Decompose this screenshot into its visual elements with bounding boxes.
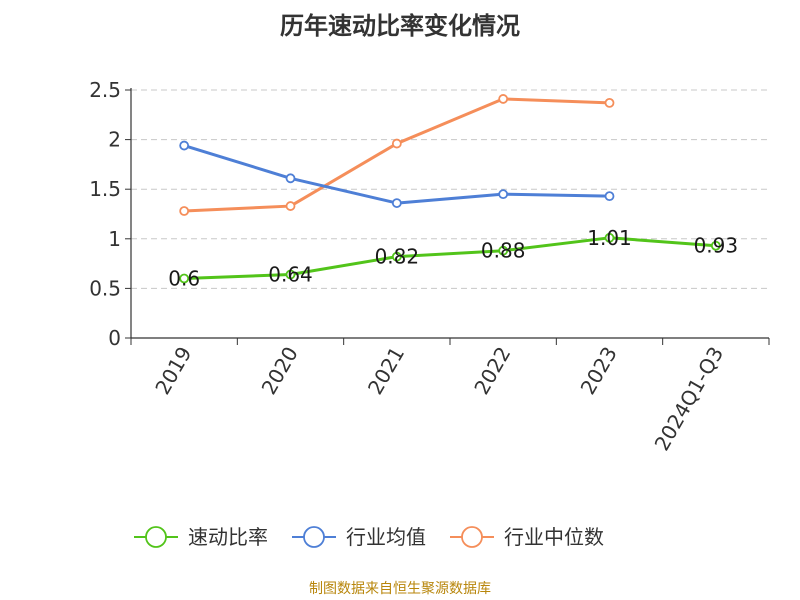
y-tick-label: 2 — [108, 128, 121, 152]
data-point — [179, 206, 190, 216]
source-note: 制图数据来自恒生聚源数据库 — [309, 581, 491, 597]
legend-marker — [145, 526, 167, 548]
series-line — [184, 236, 716, 280]
data-point — [285, 201, 296, 211]
data-point — [710, 240, 721, 251]
data-point — [498, 245, 509, 256]
legend-label: 速动比率 — [188, 525, 268, 549]
y-tick-label: 0.5 — [89, 276, 121, 300]
data-label: 0.64 — [268, 263, 313, 287]
data-point — [604, 191, 615, 202]
y-tick-label: 2.5 — [89, 78, 121, 102]
x-tick-label: 2021 — [363, 343, 409, 399]
data-label: 1.01 — [587, 226, 632, 250]
y-tick-label: 1.5 — [89, 177, 121, 201]
series-line — [183, 144, 610, 205]
data-point — [391, 251, 402, 262]
data-point — [391, 198, 402, 208]
legend-marker — [303, 526, 325, 548]
x-tick-label: 2020 — [257, 343, 303, 399]
data-point — [285, 173, 296, 184]
data-point — [604, 232, 615, 243]
data-point — [391, 138, 402, 149]
data-point — [604, 97, 615, 108]
data-point — [285, 269, 296, 280]
data-label: 0.6 — [168, 266, 200, 290]
data-point — [179, 140, 190, 151]
y-tick-label: 1 — [108, 227, 121, 251]
data-point — [498, 189, 509, 200]
data-labels: 0.6 0.64 0.82 0.88 1.01 0.93 — [168, 226, 738, 291]
legend-marker — [461, 526, 483, 548]
x-tick-label: 2019 — [150, 343, 196, 399]
data-point — [498, 94, 509, 104]
grid-lines — [131, 89, 769, 289]
x-tick-label: 2024Q1-Q3 — [649, 343, 728, 455]
x-tick-label: 2022 — [469, 342, 515, 398]
data-label: 0.88 — [481, 239, 526, 263]
legend: 速动比率 行业均值 行业中位数 — [134, 525, 604, 549]
legend-label: 行业均值 — [346, 525, 426, 549]
y-tick-label: 0 — [108, 326, 121, 350]
x-tick-label: 2023 — [576, 343, 622, 399]
series-lines — [179, 94, 721, 284]
data-label: 0.93 — [694, 234, 739, 258]
chart-title: 历年速动比率变化情况 — [280, 12, 520, 40]
legend-label: 行业中位数 — [504, 525, 604, 549]
data-point — [179, 273, 190, 284]
data-label: 0.82 — [375, 245, 420, 269]
